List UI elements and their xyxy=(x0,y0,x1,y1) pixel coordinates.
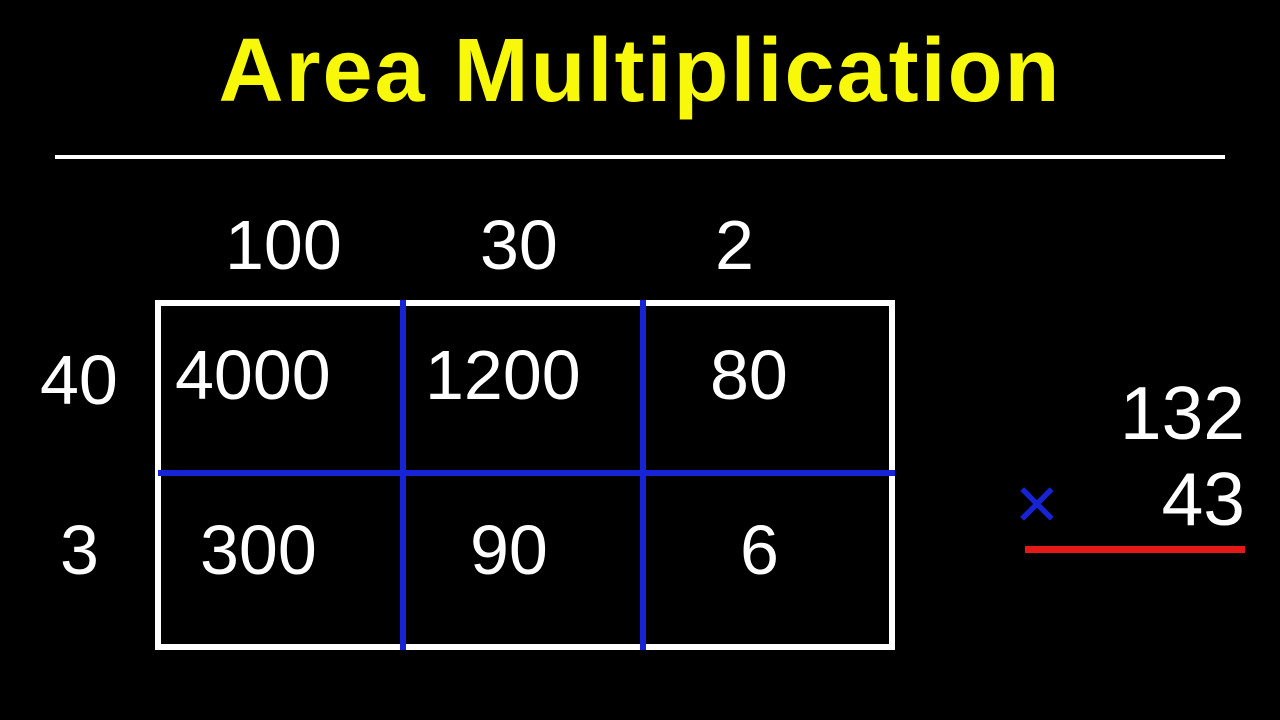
col-header-1: 30 xyxy=(480,205,558,285)
area-model-diagram: 100 30 2 40 3 4000 1200 80 300 90 6 xyxy=(40,200,940,700)
multiplicand: 132 xyxy=(985,370,1245,456)
multiplication-problem: 132 × 43 xyxy=(985,370,1245,543)
title-underline xyxy=(55,155,1225,159)
cell-r0c2: 80 xyxy=(710,335,788,415)
cell-r0c0: 4000 xyxy=(175,335,331,415)
result-underline xyxy=(1025,546,1245,553)
times-sign: × xyxy=(1015,460,1059,546)
grid-hline-1 xyxy=(158,470,895,476)
cell-r1c0: 300 xyxy=(200,510,317,590)
col-header-2: 2 xyxy=(715,205,754,285)
cell-r1c2: 6 xyxy=(740,510,779,590)
cell-r1c1: 90 xyxy=(470,510,548,590)
cell-r0c1: 1200 xyxy=(425,335,581,415)
row-header-1: 3 xyxy=(60,510,99,590)
row-header-0: 40 xyxy=(40,340,118,420)
page-title: Area Multiplication xyxy=(0,20,1280,123)
col-header-0: 100 xyxy=(225,205,342,285)
